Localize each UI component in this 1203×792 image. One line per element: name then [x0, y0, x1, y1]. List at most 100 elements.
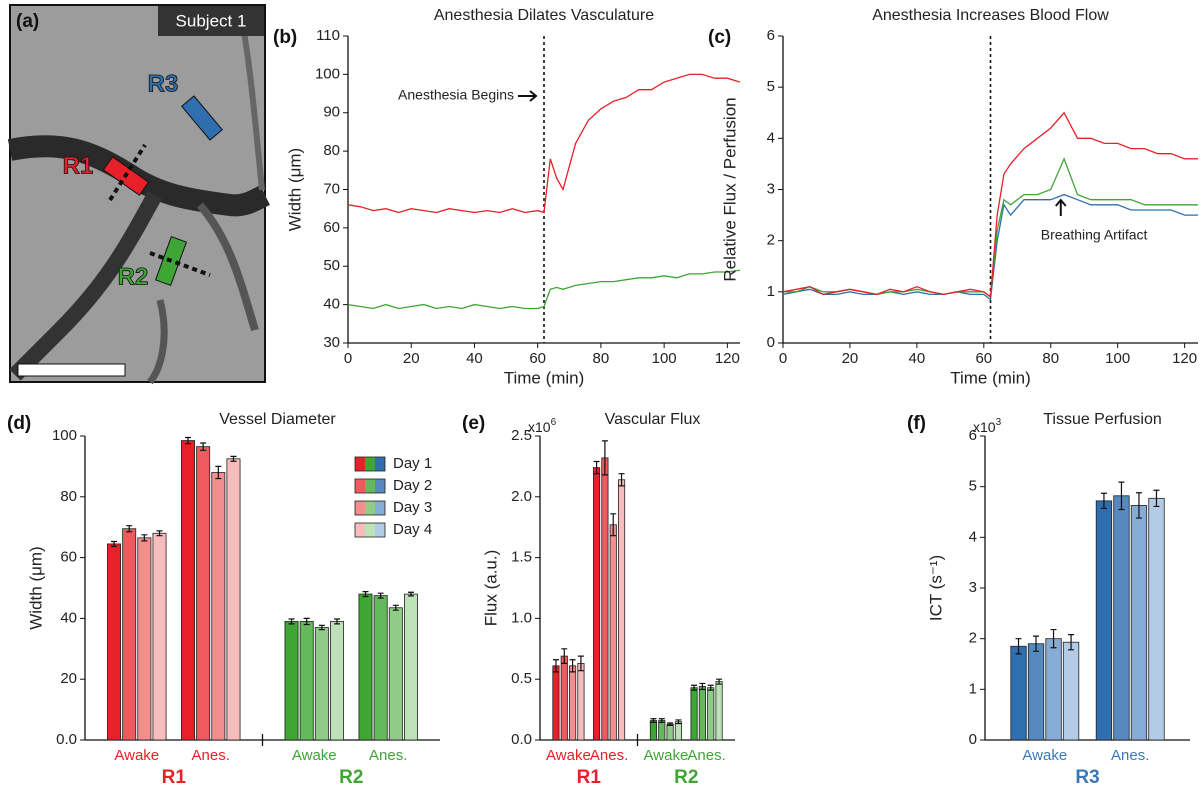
error-bar: [156, 530, 163, 537]
error-bar: [569, 659, 576, 673]
region-label: R3: [148, 70, 179, 97]
annotation-arrow: [1055, 198, 1067, 216]
legend-swatch: [355, 457, 365, 471]
x-tick-label: 40: [909, 350, 926, 367]
bar: [196, 446, 211, 741]
x-tick-label: Anes.: [192, 747, 230, 764]
y-tick-label: 0: [767, 334, 775, 351]
y-tick-label: 30: [323, 334, 340, 351]
x-tick-label: Awake: [644, 747, 689, 764]
bar: [226, 458, 241, 741]
y-tick-label: 2: [969, 630, 977, 647]
error-bar: [407, 591, 414, 597]
vessel: [7, 135, 271, 217]
image-panel: Subject 1 (a) R1 R2 R3: [7, 4, 271, 385]
multiplier-exponent: 6: [551, 417, 557, 428]
legend-swatch: [355, 479, 365, 493]
y-axis-label: Flux (a.u.): [481, 550, 500, 627]
chart-title: Vascular Flux: [605, 411, 701, 428]
bar: [330, 621, 344, 741]
y-tick-label: 80: [60, 488, 77, 505]
y-tick-label: 1: [969, 680, 977, 697]
bar: [560, 655, 568, 741]
error-bar: [593, 460, 600, 475]
y-tick-label: 20: [60, 670, 77, 687]
group-label: R1: [162, 767, 187, 787]
error-bar: [392, 604, 399, 611]
y-tick-label: 5: [969, 478, 977, 495]
x-tick-label: 80: [593, 350, 610, 367]
group-label: R2: [339, 767, 363, 787]
x-tick-label: 60: [975, 350, 992, 367]
bar: [658, 720, 666, 741]
bar: [593, 467, 601, 741]
error-bar: [377, 592, 384, 599]
bar: [152, 532, 167, 741]
region-box: [181, 95, 223, 141]
bar: [569, 665, 577, 741]
legend-swatch: [375, 479, 385, 493]
y-tick-label: 100: [315, 65, 340, 82]
panel-label: (a): [16, 11, 39, 32]
y-tick-label: 6: [767, 27, 775, 44]
x-tick-label: Anes.: [687, 747, 725, 764]
x-tick-label: 100: [1105, 350, 1130, 367]
y-tick-label: 4: [767, 129, 775, 146]
annotation: Anesthesia Begins: [398, 87, 514, 103]
legend-swatch: [375, 501, 385, 515]
vessel: [196, 202, 259, 332]
error-bar: [658, 718, 665, 723]
y-tick-label: 110: [316, 27, 340, 44]
legend-swatch-frame: [354, 478, 386, 494]
x-tick-label: 20: [403, 350, 420, 367]
bar: [577, 662, 585, 741]
bar: [1027, 643, 1045, 741]
legend-swatch: [365, 501, 375, 515]
error-bar: [561, 648, 568, 664]
y-axis-label: Width (μm): [285, 148, 304, 231]
y-tick-label: 50: [323, 257, 340, 274]
x-tick-label: Anes.: [1111, 747, 1149, 764]
error-bar: [618, 473, 625, 487]
y-tick-label: 0: [969, 731, 977, 748]
bar: [211, 472, 226, 741]
x-tick-label: 0: [344, 350, 352, 367]
error-bar: [288, 618, 295, 625]
series-line: [347, 269, 741, 310]
y-tick-label: 60: [323, 219, 340, 236]
error-bar: [699, 682, 706, 691]
chart-title: Anesthesia Increases Blood Flow: [872, 7, 1109, 24]
panel-label: (f): [907, 413, 926, 434]
y-tick-label: 5: [767, 78, 775, 95]
error-bar: [610, 513, 617, 537]
series-line: [782, 111, 1198, 299]
error-bar: [334, 618, 341, 625]
bar: [715, 681, 723, 741]
annotation: Breathing Artifact: [1041, 227, 1148, 243]
bar: [358, 593, 373, 741]
legend-swatch-frame: [354, 456, 386, 472]
scale-bar: [17, 363, 126, 377]
bar: [1062, 641, 1080, 741]
bar: [1095, 500, 1113, 741]
legend-swatch-frame: [354, 500, 386, 516]
bar: [284, 621, 299, 741]
bar: [122, 528, 137, 741]
error-bar: [1068, 634, 1075, 651]
error-bar: [141, 534, 148, 542]
y-tick-label: 3: [767, 180, 775, 197]
error-bar: [601, 440, 608, 476]
legend-swatch: [355, 523, 365, 537]
bar: [649, 720, 658, 741]
group-label: R1: [577, 767, 602, 787]
x-tick-label: 120: [1172, 350, 1197, 367]
error-bar: [552, 659, 559, 673]
y-multiplier: x106: [528, 417, 557, 435]
y-tick-label: 0.0: [511, 731, 532, 748]
bar: [666, 723, 674, 741]
error-bar: [1015, 638, 1022, 655]
x-tick-label: 100: [652, 350, 677, 367]
chart-title: Vessel Diameter: [219, 411, 336, 428]
vessel: [9, 191, 162, 381]
